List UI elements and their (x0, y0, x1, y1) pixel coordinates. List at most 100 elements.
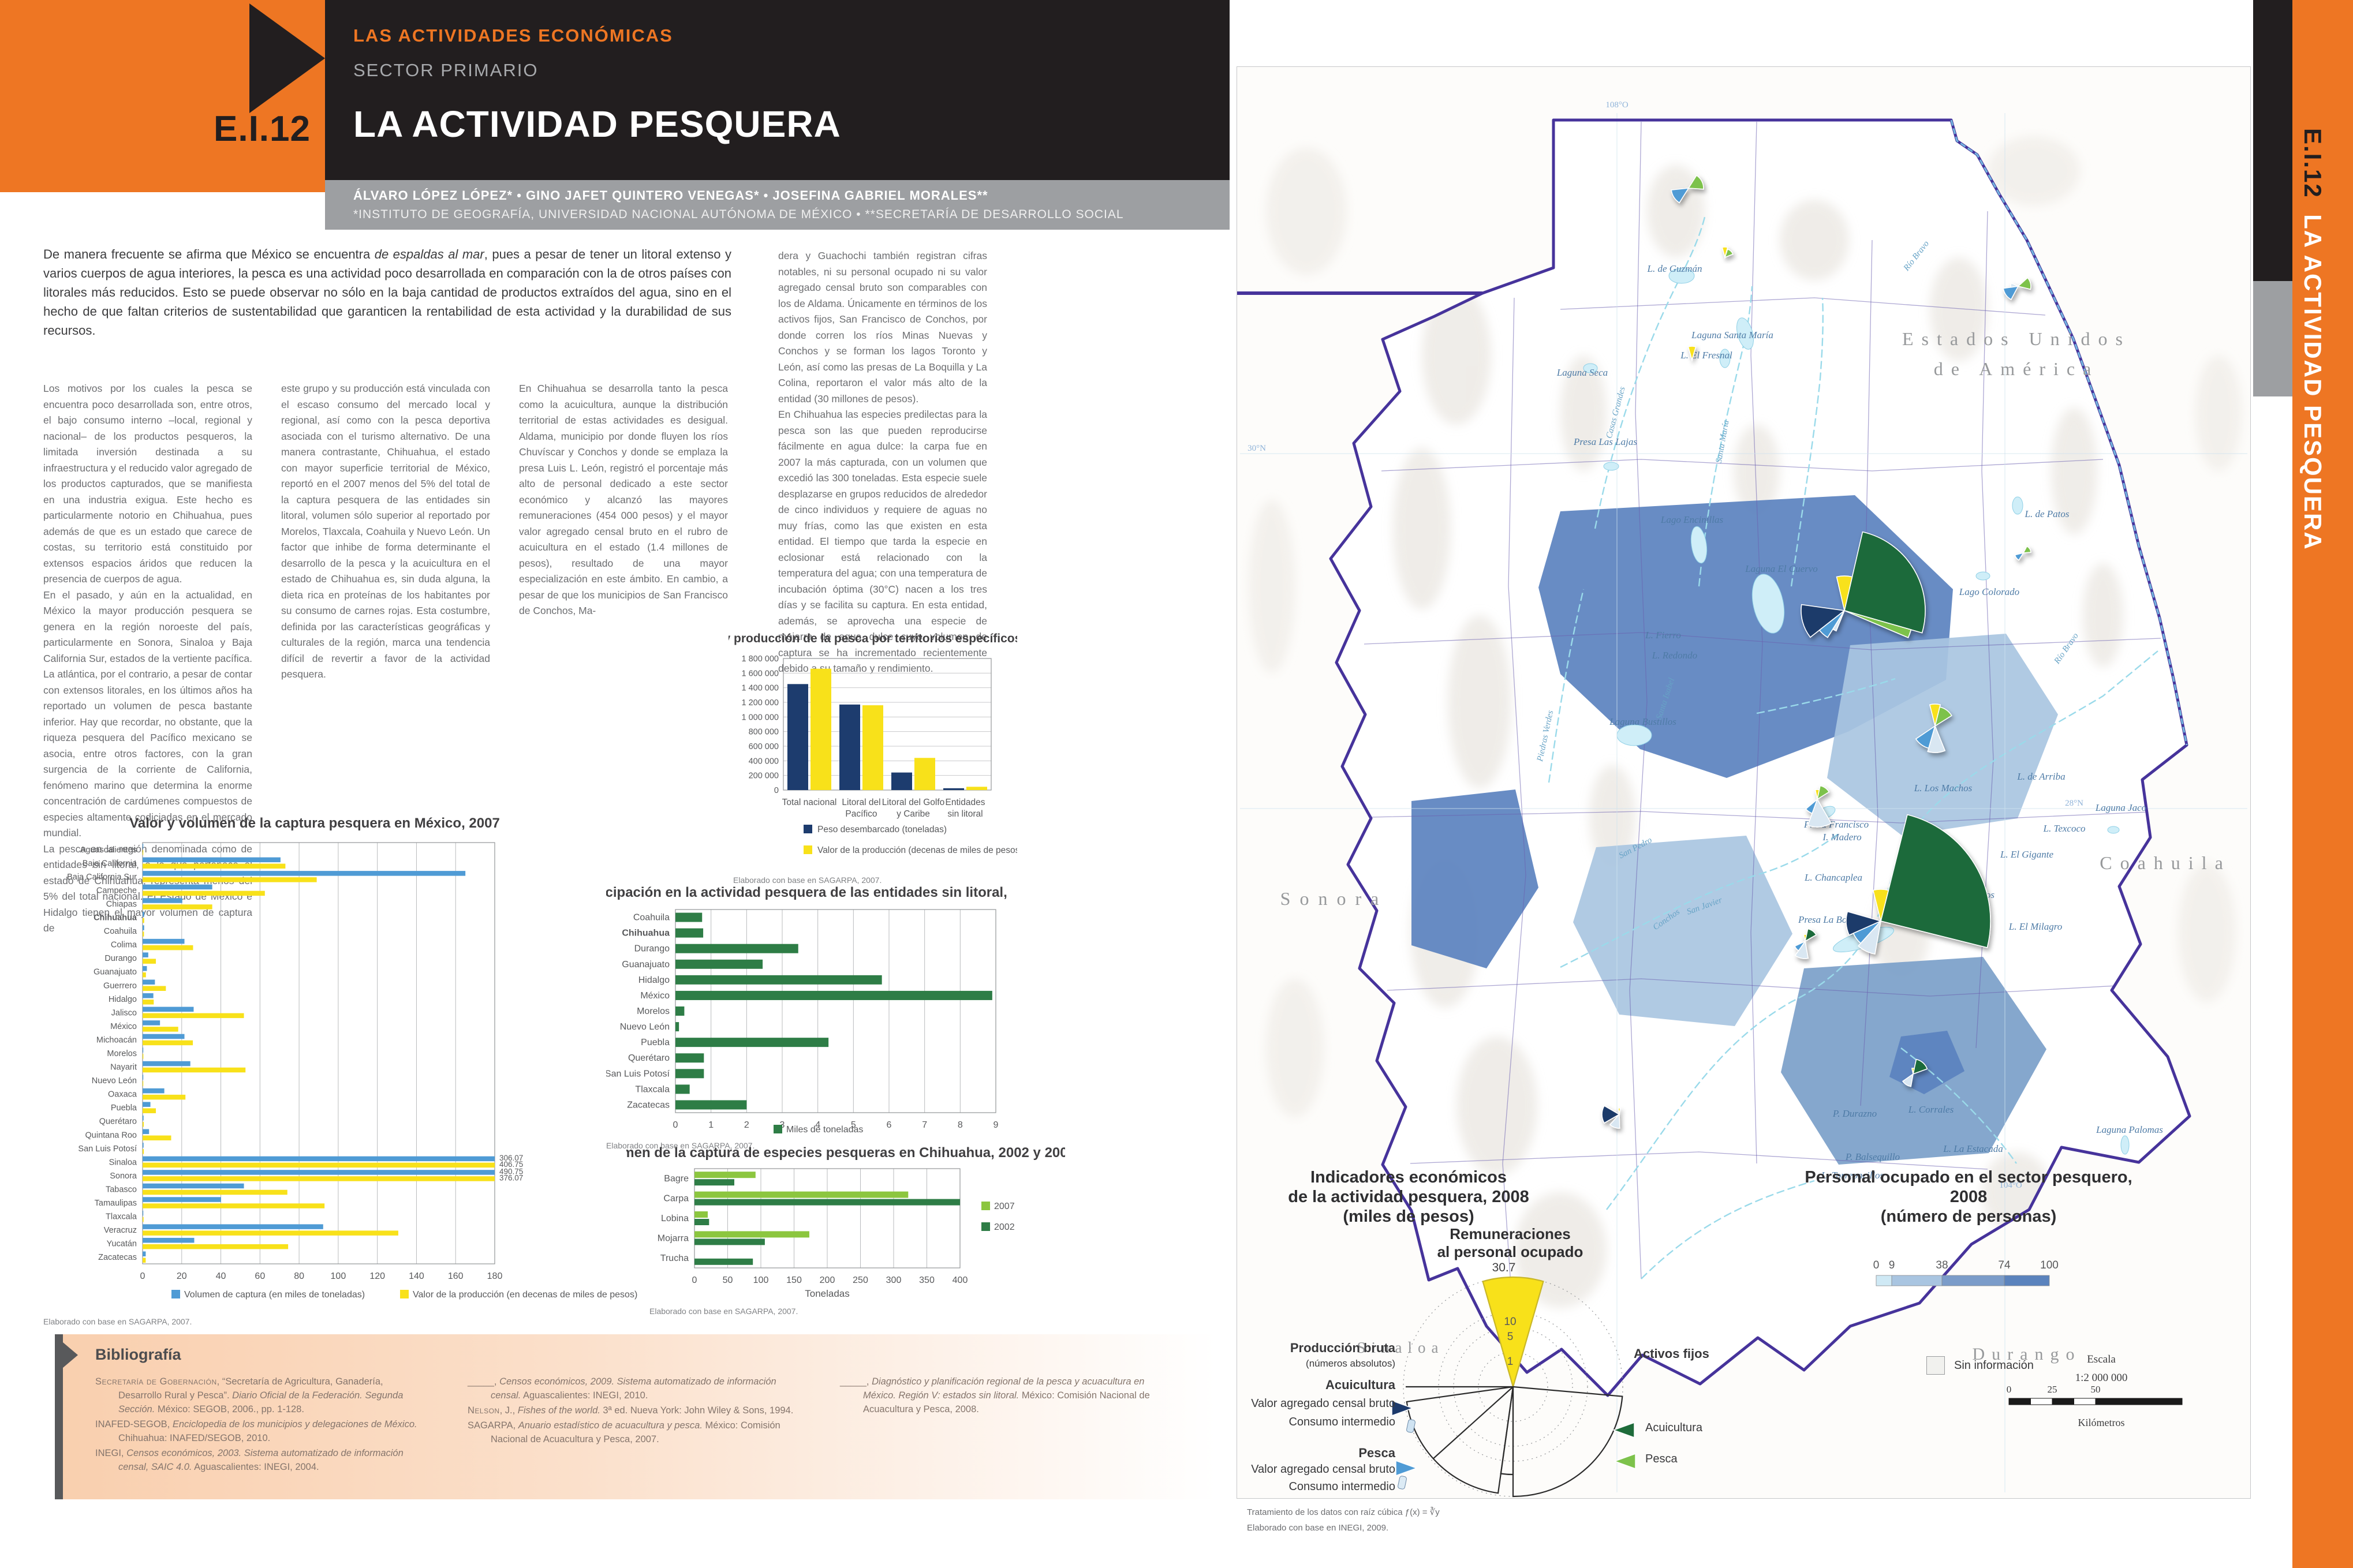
bar (143, 1162, 495, 1168)
neighbor-state-label: Coahuila (2100, 852, 2231, 873)
svg-text:1 400 000: 1 400 000 (741, 684, 779, 693)
water-label: L. de Guzmán (1647, 263, 1702, 274)
bar (143, 871, 466, 876)
svg-text:Participación en la actividad: Participación en la actividad pesquera d… (606, 885, 1010, 900)
bar (143, 986, 166, 991)
rose-sector (1406, 1386, 1514, 1494)
bar (143, 1115, 144, 1121)
authors-band (325, 180, 1230, 230)
bibliography-arrow-icon (63, 1342, 78, 1368)
bar (694, 1179, 734, 1186)
svg-text:Elaborado con base en SAGARPA,: Elaborado con base en SAGARPA, 2007. (43, 1317, 192, 1326)
svg-text:Veracruz: Veracruz (104, 1226, 137, 1235)
svg-text:300: 300 (886, 1275, 902, 1285)
svg-text:9: 9 (1889, 1259, 1895, 1271)
water-label: L. de Arriba (2016, 771, 2065, 782)
bar (143, 925, 144, 930)
svg-text:Valor y volumen de la captura: Valor y volumen de la captura pesquera e… (129, 815, 500, 831)
water-label: L. Chancaplea (1804, 872, 1862, 883)
svg-text:80: 80 (294, 1271, 304, 1281)
svg-text:140: 140 (409, 1271, 424, 1281)
lake (1975, 571, 1990, 581)
water-label: L. Fierro (1645, 630, 1681, 641)
map-fan-chart (1902, 1058, 1928, 1087)
svg-text:306.07: 306.07 (499, 1154, 523, 1162)
rose-label-pesca: Pesca (1358, 1446, 1395, 1460)
bar (143, 1121, 144, 1127)
sidebar-orange-strip (2292, 0, 2353, 1568)
svg-text:350: 350 (919, 1275, 935, 1285)
fan-wedge (1934, 706, 1952, 727)
chart-mexico: Valor y volumen de la captura pesquera e… (43, 815, 637, 1326)
bibliography-reference: Secretaría de Gobernación, “Secretaría d… (95, 1376, 404, 1414)
bar (675, 912, 703, 922)
svg-text:400 000: 400 000 (749, 757, 779, 766)
rose-label-ci2: Consumo intermedio (1288, 1480, 1395, 1493)
lake (1719, 349, 1731, 368)
svg-text:Puebla: Puebla (111, 1103, 137, 1113)
bar (694, 1238, 765, 1245)
fan-wedge (1929, 703, 1941, 727)
svg-text:50: 50 (2091, 1384, 2101, 1395)
bar (675, 944, 798, 953)
water-label: Laguna Jaco (2095, 802, 2146, 813)
fan-wedge (1687, 174, 1704, 190)
fan-wedge (1794, 940, 1807, 952)
bar (143, 945, 193, 950)
map-fan-chart (1794, 928, 1817, 959)
fan-wedge (1911, 1068, 1915, 1075)
svg-text:7: 7 (922, 1120, 927, 1130)
svg-text:Guerrero: Guerrero (103, 981, 137, 990)
bar (143, 857, 281, 863)
water-label: Lago Colorado (1959, 586, 2019, 597)
water-label: L. de Patos (2025, 508, 2070, 519)
svg-text:0: 0 (1873, 1259, 1880, 1271)
rose-sector (1512, 1386, 1623, 1498)
svg-text:Miles de toneladas: Miles de toneladas (786, 1125, 863, 1135)
svg-text:Jalisco: Jalisco (111, 1008, 137, 1017)
svg-text:Zacatecas: Zacatecas (98, 1253, 137, 1262)
bibliography-column-1: Secretaría de Gobernación, “Secretaría d… (95, 1375, 421, 1475)
svg-text:Hidalgo: Hidalgo (638, 975, 670, 985)
page-title: LA ACTIVIDAD PESQUERA (353, 103, 841, 145)
personal-ocupado-legend: Personal ocupado en el sector pesquero, … (1778, 1163, 2240, 1434)
water-label: Laguna Bustillos (1609, 716, 1676, 727)
bar (143, 1189, 287, 1195)
lake (1603, 462, 1619, 471)
bar (143, 898, 182, 903)
fan-wedge (1671, 188, 1690, 204)
svg-text:100: 100 (2040, 1259, 2059, 1271)
bibliography-title: Bibliografía (95, 1346, 181, 1363)
rose-axis-top-label: Remuneraciones al personal ocupado (1437, 1225, 1583, 1260)
svg-text:Querétaro: Querétaro (99, 1117, 137, 1127)
rose-note-1: Tratamiento de los datos con raíz cúbica… (1247, 1507, 1440, 1517)
bar (694, 1199, 960, 1206)
text-column-1: Los motivos por los cuales la pesca se e… (43, 383, 252, 934)
bar (675, 990, 992, 1000)
svg-text:74: 74 (1998, 1259, 2011, 1271)
bar (143, 1088, 165, 1094)
svg-text:1 800 000: 1 800 000 (741, 654, 779, 664)
water-label: Laguna Santa María (1691, 330, 1773, 340)
lake (1690, 526, 1708, 564)
bar (143, 1027, 178, 1032)
svg-text:600 000: 600 000 (749, 742, 779, 751)
svg-text:25: 25 (2048, 1384, 2057, 1395)
rose-label-acuicultura: Acuicultura (1325, 1378, 1395, 1392)
rose-note-2: Elaborado con base en INEGI, 2009. (1247, 1523, 1389, 1533)
svg-text:México: México (110, 1022, 137, 1031)
svg-text:376.07: 376.07 (499, 1174, 523, 1182)
svg-text:Pacífico: Pacífico (845, 809, 877, 819)
chart-entidades-sin-litoral: Participación en la actividad pesquera d… (574, 883, 1042, 1160)
svg-text:100: 100 (753, 1275, 769, 1285)
svg-text:8: 8 (958, 1120, 963, 1130)
svg-text:Valor de la producción (en dec: Valor de la producción (en decenas de mi… (413, 1290, 637, 1300)
bar (675, 1084, 690, 1094)
svg-text:1 200 000: 1 200 000 (741, 698, 779, 708)
bar (143, 972, 146, 978)
svg-text:Morelos: Morelos (107, 1049, 137, 1058)
svg-text:28°N: 28°N (2065, 799, 2083, 808)
svg-text:Oaxaca: Oaxaca (108, 1090, 137, 1099)
